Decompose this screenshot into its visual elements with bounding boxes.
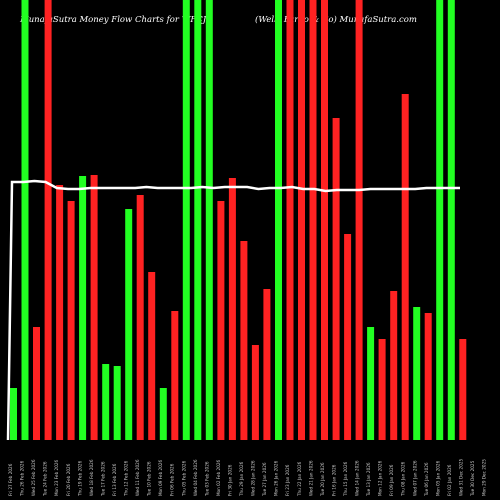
bar-8 <box>90 175 98 440</box>
bar-23 <box>263 289 271 440</box>
bar-15 <box>171 311 179 440</box>
bar-7 <box>79 176 87 440</box>
bar-19 <box>217 201 225 440</box>
x-tick-label-15: Fri 06 Feb 2026 <box>170 463 175 496</box>
bar-4 <box>44 0 52 440</box>
x-tick-label-24: Mon 26 Jan 2026 <box>274 460 279 496</box>
bar-24 <box>275 0 282 440</box>
bar-38 <box>436 0 444 440</box>
x-tick-label-3: Wed 25 Feb 2026 <box>31 459 36 496</box>
bar-13 <box>148 272 156 440</box>
bar-1 <box>10 388 17 440</box>
bar-2 <box>21 0 29 440</box>
bar-9 <box>102 364 110 440</box>
bar-34 <box>390 291 398 440</box>
x-tick-label-4: Tue 24 Feb 2026 <box>43 461 48 497</box>
bar-35 <box>401 94 409 440</box>
x-tick-label-31: Wed 14 Jan 2026 <box>355 460 360 496</box>
bar-16 <box>182 0 190 440</box>
bar-5 <box>56 185 64 440</box>
bar-6 <box>67 201 75 440</box>
x-tick-label-14: Mon 09 Feb 2026 <box>158 459 163 496</box>
bar-31 <box>355 0 363 440</box>
x-tick-label-22: Wed 28 Jan 2026 <box>251 460 256 496</box>
x-tick-label-41: Tue 30 Dec 2025 <box>470 460 475 497</box>
x-tick-label-16: Thu 05 Feb 2026 <box>181 460 186 497</box>
bar-25 <box>286 0 294 440</box>
bars-layer <box>10 0 467 440</box>
x-tick-label-26: Thu 22 Jan 2026 <box>297 461 302 497</box>
x-tick-label-38: Mon 05 Jan 2026 <box>435 460 440 496</box>
bar-36 <box>413 307 421 440</box>
x-tick-label-42: Mon 29 Dec 2025 <box>482 459 487 496</box>
x-tick-label-40: Wed 31 Dec 2025 <box>459 458 464 496</box>
x-tick-label-12: Wed 11 Feb 2026 <box>135 459 140 496</box>
x-tick-labels: Fri 27 Feb 2026 Thu 26 Feb 2026 Wed 25 Feb… <box>8 458 487 497</box>
x-tick-label-9: Tue 17 Feb 2026 <box>100 461 105 497</box>
x-tick-label-13: Tue 10 Feb 2026 <box>147 461 152 497</box>
bar-32 <box>367 327 375 440</box>
chart-title: MunafaSutra Money Flow Charts for WFCJ <box>20 15 207 25</box>
x-tick-label-27: Wed 21 Jan 2026 <box>308 460 313 496</box>
bar-39 <box>447 0 455 440</box>
x-tick-label-23: Tue 27 Jan 2026 <box>262 462 267 497</box>
x-tick-label-18: Tue 03 Feb 2026 <box>204 461 209 497</box>
x-tick-label-5: Mon 23 Feb 2026 <box>54 459 59 496</box>
x-tick-label-33: Mon 12 Jan 2026 <box>378 460 383 496</box>
x-tick-label-28: Tue 20 Jan 2026 <box>320 462 325 497</box>
x-tick-label-34: Fri 09 Jan 2026 <box>389 464 394 496</box>
bar-28 <box>321 0 328 440</box>
x-tick-label-10: Fri 13 Feb 2026 <box>112 463 117 496</box>
x-tick-label-29: Fri 16 Jan 2026 <box>331 464 336 496</box>
x-tick-label-30: Thu 15 Jan 2026 <box>343 461 348 497</box>
bar-12 <box>136 195 144 440</box>
x-tick-label-21: Thu 29 Jan 2026 <box>239 461 244 497</box>
bar-3 <box>33 327 40 440</box>
x-tick-label-37: Tue 06 Jan 2026 <box>424 462 429 497</box>
bar-30 <box>344 234 352 440</box>
x-tick-label-7: Thu 19 Feb 2026 <box>77 460 82 497</box>
bar-17 <box>194 0 202 440</box>
x-tick-label-2: Thu 26 Feb 2026 <box>20 460 25 497</box>
bar-11 <box>125 209 133 440</box>
bar-10 <box>113 366 121 440</box>
x-tick-label-17: Wed 04 Feb 2026 <box>193 459 198 496</box>
bar-27 <box>309 0 317 440</box>
bar-33 <box>378 339 386 440</box>
x-tick-label-1: Fri 27 Feb 2026 <box>8 463 13 496</box>
x-tick-label-25: Fri 23 Jan 2026 <box>285 464 290 496</box>
x-tick-label-6: Fri 20 Feb 2026 <box>66 463 71 496</box>
bar-18 <box>205 0 213 440</box>
bar-37 <box>424 313 432 440</box>
x-tick-label-11: Thu 12 Feb 2026 <box>124 460 129 497</box>
x-tick-label-36: Wed 07 Jan 2026 <box>412 460 417 496</box>
x-tick-label-8: Wed 18 Feb 2026 <box>89 459 94 496</box>
x-tick-label-39: Fri 02 Jan 2026 <box>447 464 452 496</box>
bar-40 <box>459 339 467 440</box>
x-tick-label-35: Thu 08 Jan 2026 <box>401 461 406 497</box>
chart-subtitle: (Wells Fargo & Co) MunafaSutra.com <box>255 15 417 25</box>
x-tick-label-20: Fri 30 Jan 2026 <box>228 464 233 496</box>
x-tick-label-19: Mon 02 Feb 2026 <box>216 459 221 496</box>
bar-21 <box>240 241 248 440</box>
money-flow-line <box>6 179 460 441</box>
bar-20 <box>228 178 236 440</box>
bar-26 <box>298 0 305 440</box>
x-tick-label-32: Tue 13 Jan 2026 <box>366 462 371 497</box>
bar-22 <box>251 345 259 440</box>
bar-14 <box>159 388 167 440</box>
bar-29 <box>332 118 340 440</box>
